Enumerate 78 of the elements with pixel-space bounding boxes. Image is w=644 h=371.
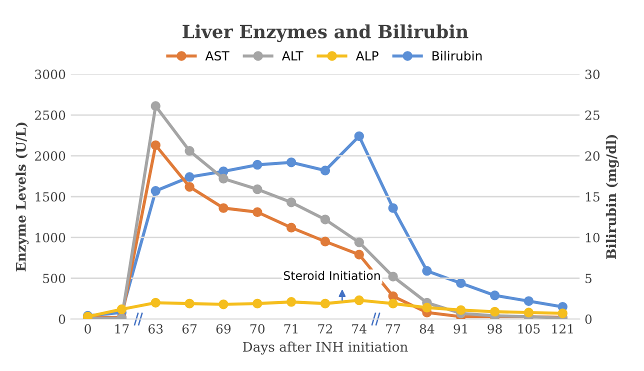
point (490, 306, 500, 317)
y2-axis-title: Bilirubin (mg/dl) (606, 134, 619, 259)
legend-label: AST (205, 51, 230, 61)
point (184, 182, 194, 192)
point (354, 250, 364, 260)
point (422, 266, 432, 276)
y2-tick-label: 10 (586, 232, 600, 242)
x-tick-label: 71 (284, 324, 298, 334)
point (320, 214, 330, 224)
legend-label: Bilirubin (432, 50, 482, 61)
y2-tick-label: 15 (586, 192, 600, 202)
y2-tick-label: 20 (585, 151, 600, 161)
x-tick-label: 70 (250, 324, 265, 334)
x-tick-label: 69 (216, 324, 231, 334)
point (184, 146, 194, 156)
point (320, 166, 330, 176)
x-tick-label: 0 (84, 324, 91, 334)
point (524, 308, 534, 318)
y2-tick-label: 30 (585, 70, 600, 80)
x-tick-label: 67 (182, 324, 197, 334)
point (116, 304, 127, 314)
x-tick-label: 74 (352, 324, 366, 334)
legend-label: ALP (356, 51, 378, 60)
point (490, 290, 500, 300)
point (184, 172, 194, 182)
point (252, 207, 262, 217)
point (252, 184, 262, 194)
y-tick-label: 2000 (35, 151, 66, 161)
point (150, 298, 160, 308)
point (150, 186, 160, 196)
point (286, 197, 296, 208)
chart-title: Liver Enzymes and Bilirubin (182, 24, 468, 42)
x-tick-label: 17 (115, 324, 129, 334)
point (456, 278, 466, 288)
point (150, 140, 160, 150)
point (558, 308, 568, 318)
point (456, 305, 466, 315)
point (354, 295, 364, 306)
legend-label: ALT (282, 51, 304, 60)
y2-tick-label: 5 (586, 274, 592, 284)
x-tick-label: 63 (148, 324, 163, 334)
point (218, 174, 228, 184)
point (286, 222, 296, 233)
x-tick-label: 121 (552, 324, 573, 334)
point (286, 157, 296, 168)
y2-tick-label: 0 (585, 314, 592, 324)
y-tick-label: 0 (58, 314, 66, 324)
y-tick-label: 2500 (35, 110, 66, 120)
point (388, 298, 398, 308)
x-tick-label: 98 (488, 324, 502, 334)
point (252, 298, 262, 308)
y-tick-label: 500 (43, 274, 66, 284)
point (150, 101, 160, 111)
y2-tick-label: 25 (585, 110, 600, 120)
point (320, 236, 330, 246)
x-tick-label: 77 (386, 324, 400, 334)
point (218, 300, 228, 310)
x-tick-label: 91 (454, 324, 468, 334)
x-axis-title: Days after INH initiation (242, 342, 408, 355)
x-tick-label: 72 (318, 324, 332, 334)
y-axis-title: Enzyme Levels (U/L) (16, 122, 29, 272)
point (320, 298, 330, 308)
point (354, 131, 364, 142)
point (252, 160, 262, 170)
x-tick-label: 105 (518, 324, 540, 334)
y-tick-label: 3000 (35, 70, 66, 80)
point (286, 297, 296, 307)
point (422, 302, 432, 312)
point (354, 237, 364, 248)
point (388, 203, 398, 213)
point (388, 272, 398, 282)
point (218, 203, 228, 213)
y-tick-label: 1500 (36, 192, 66, 202)
x-tick-label: 84 (420, 324, 434, 334)
point (524, 296, 534, 306)
annotation: Steroid Initiation (284, 270, 380, 280)
point (184, 298, 194, 308)
y-tick-label: 1000 (36, 232, 66, 242)
